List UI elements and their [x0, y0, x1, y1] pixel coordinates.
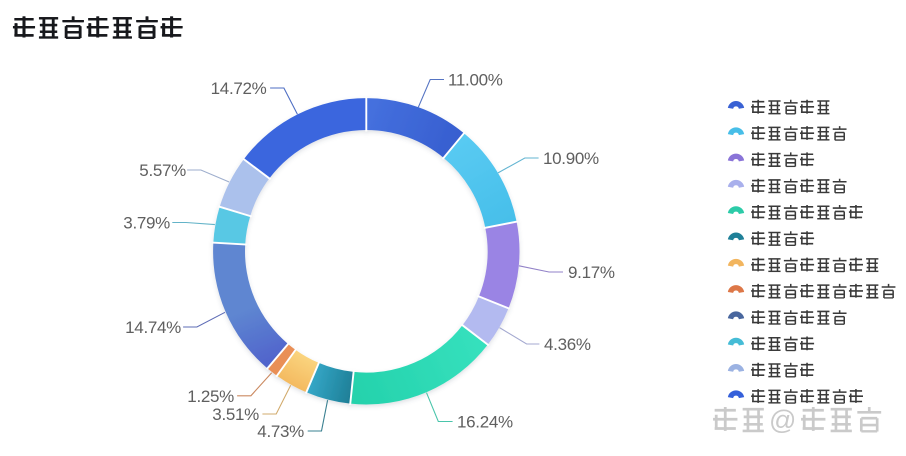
svg-text:11.00%: 11.00%	[448, 71, 503, 90]
svg-text:14.74%: 14.74%	[125, 318, 181, 337]
svg-text:3.79%: 3.79%	[123, 214, 170, 233]
svg-text:16.24%: 16.24%	[457, 413, 513, 432]
svg-text:5.57%: 5.57%	[139, 161, 186, 180]
svg-text:10.90%: 10.90%	[543, 149, 599, 168]
svg-text:3.51%: 3.51%	[212, 405, 259, 424]
svg-text:4.73%: 4.73%	[257, 422, 304, 441]
svg-text:4.36%: 4.36%	[544, 335, 591, 354]
svg-text:9.17%: 9.17%	[568, 263, 615, 282]
svg-text:1.25%: 1.25%	[187, 387, 234, 406]
svg-text:@: @	[769, 405, 796, 435]
svg-text:14.72%: 14.72%	[211, 79, 267, 98]
